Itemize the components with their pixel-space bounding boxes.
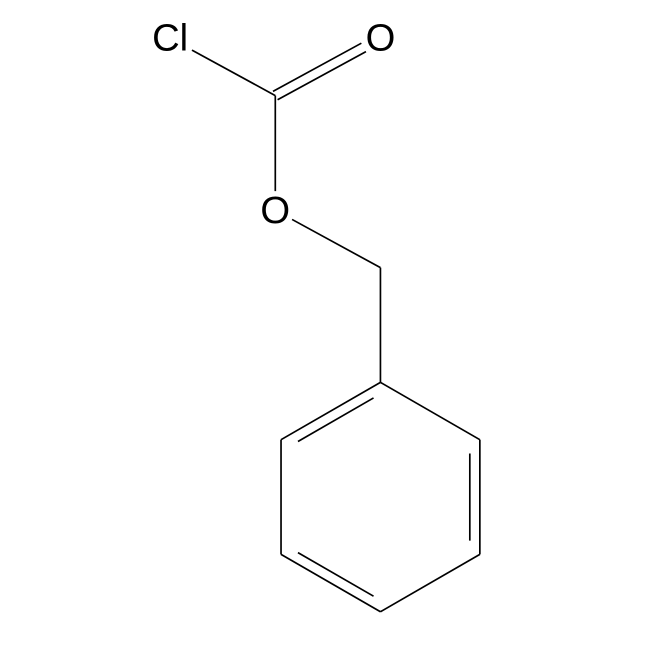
bond	[292, 219, 380, 267]
bond	[298, 553, 374, 597]
bond	[281, 382, 380, 439]
chemical-structure-diagram: Cl O O	[0, 0, 650, 650]
bond	[278, 52, 366, 100]
bond	[298, 398, 374, 442]
atom-label-cl: Cl	[152, 17, 188, 60]
bond	[380, 382, 479, 439]
bond	[380, 554, 479, 611]
atom-label-o2: O	[260, 189, 290, 232]
bond	[273, 43, 361, 91]
bond	[281, 554, 380, 611]
bond	[192, 50, 275, 95]
atom-label-o1: O	[366, 17, 396, 60]
